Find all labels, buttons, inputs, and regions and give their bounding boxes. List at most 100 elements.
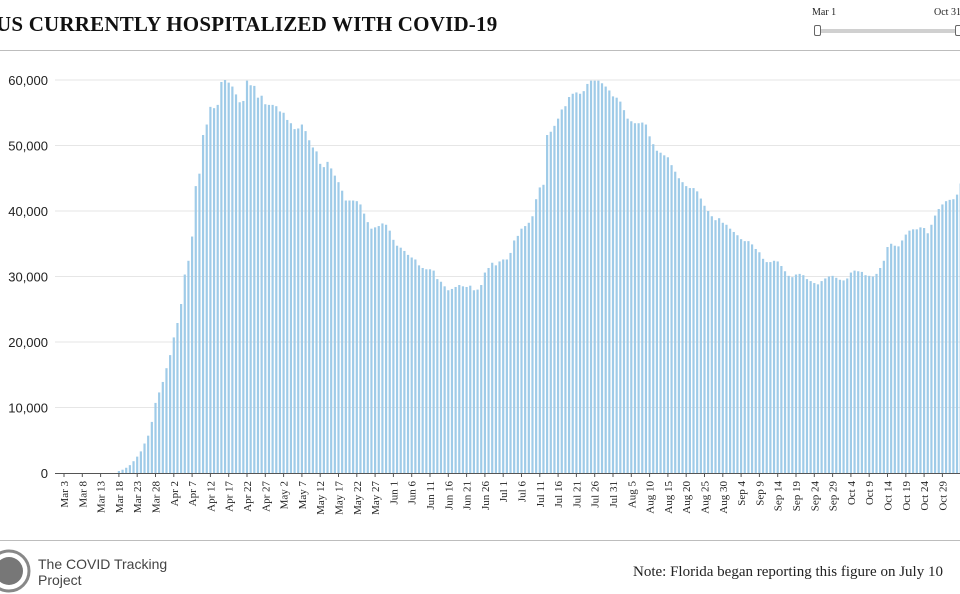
data-bar[interactable] xyxy=(476,290,478,473)
data-bar[interactable] xyxy=(469,286,471,473)
data-bar[interactable] xyxy=(868,276,870,473)
data-bar[interactable] xyxy=(780,266,782,473)
data-bar[interactable] xyxy=(681,182,683,473)
data-bar[interactable] xyxy=(250,85,252,473)
data-bar[interactable] xyxy=(440,282,442,473)
data-bar[interactable] xyxy=(630,121,632,473)
data-bar[interactable] xyxy=(919,227,921,473)
data-bar[interactable] xyxy=(612,96,614,473)
data-bar[interactable] xyxy=(685,186,687,473)
data-bar[interactable] xyxy=(198,174,200,473)
data-bar[interactable] xyxy=(206,125,208,473)
data-bar[interactable] xyxy=(187,261,189,473)
data-bar[interactable] xyxy=(184,275,186,473)
data-bar[interactable] xyxy=(568,97,570,473)
data-bar[interactable] xyxy=(418,265,420,473)
data-bar[interactable] xyxy=(154,403,156,473)
data-bar[interactable] xyxy=(414,259,416,473)
data-bar[interactable] xyxy=(462,286,464,473)
data-bar[interactable] xyxy=(623,110,625,473)
data-bar[interactable] xyxy=(173,337,175,473)
data-bar[interactable] xyxy=(407,255,409,473)
data-bar[interactable] xyxy=(597,81,599,473)
data-bar[interactable] xyxy=(945,201,947,473)
data-bar[interactable] xyxy=(938,209,940,473)
data-bar[interactable] xyxy=(531,216,533,473)
data-bar[interactable] xyxy=(231,87,233,473)
data-bar[interactable] xyxy=(297,128,299,473)
data-bar[interactable] xyxy=(561,109,563,473)
data-bar[interactable] xyxy=(594,81,596,473)
data-bar[interactable] xyxy=(517,236,519,473)
data-bar[interactable] xyxy=(758,252,760,473)
data-bar[interactable] xyxy=(901,240,903,473)
data-bar[interactable] xyxy=(579,94,581,473)
data-bar[interactable] xyxy=(286,120,288,473)
data-bar[interactable] xyxy=(392,240,394,473)
data-bar[interactable] xyxy=(279,111,281,473)
data-bar[interactable] xyxy=(121,470,123,473)
data-bar[interactable] xyxy=(949,200,951,473)
data-bar[interactable] xyxy=(839,280,841,473)
data-bar[interactable] xyxy=(747,241,749,473)
data-bar[interactable] xyxy=(323,167,325,473)
data-bar[interactable] xyxy=(729,229,731,473)
data-bar[interactable] xyxy=(209,107,211,473)
data-bar[interactable] xyxy=(400,248,402,473)
data-bar[interactable] xyxy=(941,204,943,473)
data-bar[interactable] xyxy=(528,223,530,473)
data-bar[interactable] xyxy=(777,261,779,473)
data-bar[interactable] xyxy=(605,87,607,473)
data-bar[interactable] xyxy=(151,422,153,473)
data-bar[interactable] xyxy=(444,286,446,473)
data-bar[interactable] xyxy=(824,278,826,473)
data-bar[interactable] xyxy=(304,131,306,473)
data-bar[interactable] xyxy=(202,135,204,473)
data-bar[interactable] xyxy=(509,253,511,473)
data-bar[interactable] xyxy=(458,285,460,473)
data-bar[interactable] xyxy=(795,275,797,473)
data-bar[interactable] xyxy=(158,392,160,473)
data-bar[interactable] xyxy=(553,126,555,473)
data-bar[interactable] xyxy=(275,106,277,473)
data-bar[interactable] xyxy=(744,241,746,473)
data-bar[interactable] xyxy=(217,105,219,473)
data-bar[interactable] xyxy=(619,102,621,473)
data-bar[interactable] xyxy=(455,287,457,473)
data-bar[interactable] xyxy=(667,157,669,473)
data-bar[interactable] xyxy=(813,283,815,473)
data-bar[interactable] xyxy=(136,457,138,473)
data-bar[interactable] xyxy=(535,199,537,473)
data-bar[interactable] xyxy=(890,244,892,473)
data-bar[interactable] xyxy=(652,144,654,473)
data-bar[interactable] xyxy=(832,276,834,473)
data-bar[interactable] xyxy=(480,285,482,473)
data-bar[interactable] xyxy=(583,91,585,473)
data-bar[interactable] xyxy=(842,280,844,473)
data-bar[interactable] xyxy=(806,279,808,473)
data-bar[interactable] xyxy=(766,262,768,473)
data-bar[interactable] xyxy=(908,231,910,473)
data-bar[interactable] xyxy=(707,211,709,473)
data-bar[interactable] xyxy=(352,201,354,473)
data-bar[interactable] xyxy=(191,237,193,473)
data-bar[interactable] xyxy=(769,262,771,473)
data-bar[interactable] xyxy=(817,284,819,473)
data-bar[interactable] xyxy=(821,281,823,473)
data-bar[interactable] xyxy=(586,84,588,473)
data-bar[interactable] xyxy=(257,98,259,473)
data-bar[interactable] xyxy=(330,168,332,473)
data-bar[interactable] xyxy=(473,290,475,473)
data-bar[interactable] xyxy=(425,269,427,473)
data-bar[interactable] xyxy=(140,451,142,473)
data-bar[interactable] xyxy=(433,271,435,473)
data-bar[interactable] xyxy=(550,132,552,473)
data-bar[interactable] xyxy=(264,104,266,473)
data-bar[interactable] xyxy=(162,382,164,473)
data-bar[interactable] xyxy=(802,275,804,473)
data-bar[interactable] xyxy=(451,289,453,473)
data-bar[interactable] xyxy=(663,155,665,473)
range-start-handle[interactable] xyxy=(814,25,821,36)
data-bar[interactable] xyxy=(897,246,899,473)
data-bar[interactable] xyxy=(773,261,775,473)
